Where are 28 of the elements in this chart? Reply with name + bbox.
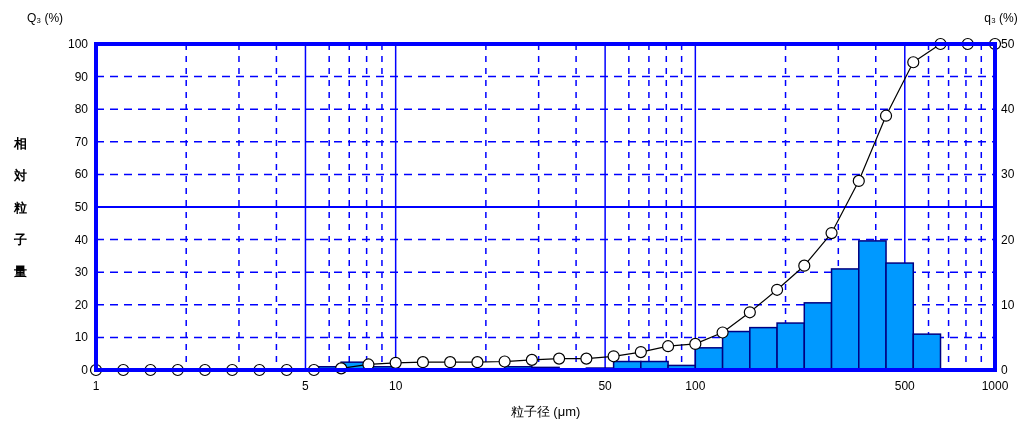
x-tick-label: 50 xyxy=(598,379,613,393)
x-tick-label: 10 xyxy=(388,379,403,393)
x-tick-label: 1 xyxy=(92,379,100,393)
y2-tick-label: 10 xyxy=(1001,297,1015,312)
x-tick-label: 5 xyxy=(302,379,310,393)
y2-tick-label: 50 xyxy=(1001,37,1015,51)
y-tick-label: 0 xyxy=(81,363,89,377)
y2-tick-label: 0 xyxy=(1001,363,1008,377)
y2-tick-label: 40 xyxy=(1001,102,1015,117)
y-tick-label: 30 xyxy=(74,265,89,280)
x-tick-label: 1000 xyxy=(981,379,1009,393)
y-tick-label: 10 xyxy=(74,330,89,345)
y-tick-label: 60 xyxy=(74,167,89,182)
y-tick-label: 80 xyxy=(74,102,89,117)
text: 相対粒子量 xyxy=(13,136,27,279)
y2-tick-label: 30 xyxy=(1001,167,1015,182)
y2-tick-label: 20 xyxy=(1001,232,1015,247)
text: Q₃ (%) xyxy=(26,11,64,25)
y-tick-label: 20 xyxy=(74,297,89,312)
y-tick-label: 40 xyxy=(74,232,89,247)
y-tick-label: 70 xyxy=(74,134,89,149)
x-axis-title: 粒子径 (μm) xyxy=(510,404,581,419)
y2-axis-title: q₃ (%) xyxy=(984,11,1018,25)
y-tick-label: 90 xyxy=(74,69,89,84)
x-tick-label: 500 xyxy=(894,379,916,393)
y-tick-label: 100 xyxy=(67,37,89,51)
y-tick-label: 50 xyxy=(74,200,89,214)
x-tick-label: 100 xyxy=(685,379,706,393)
